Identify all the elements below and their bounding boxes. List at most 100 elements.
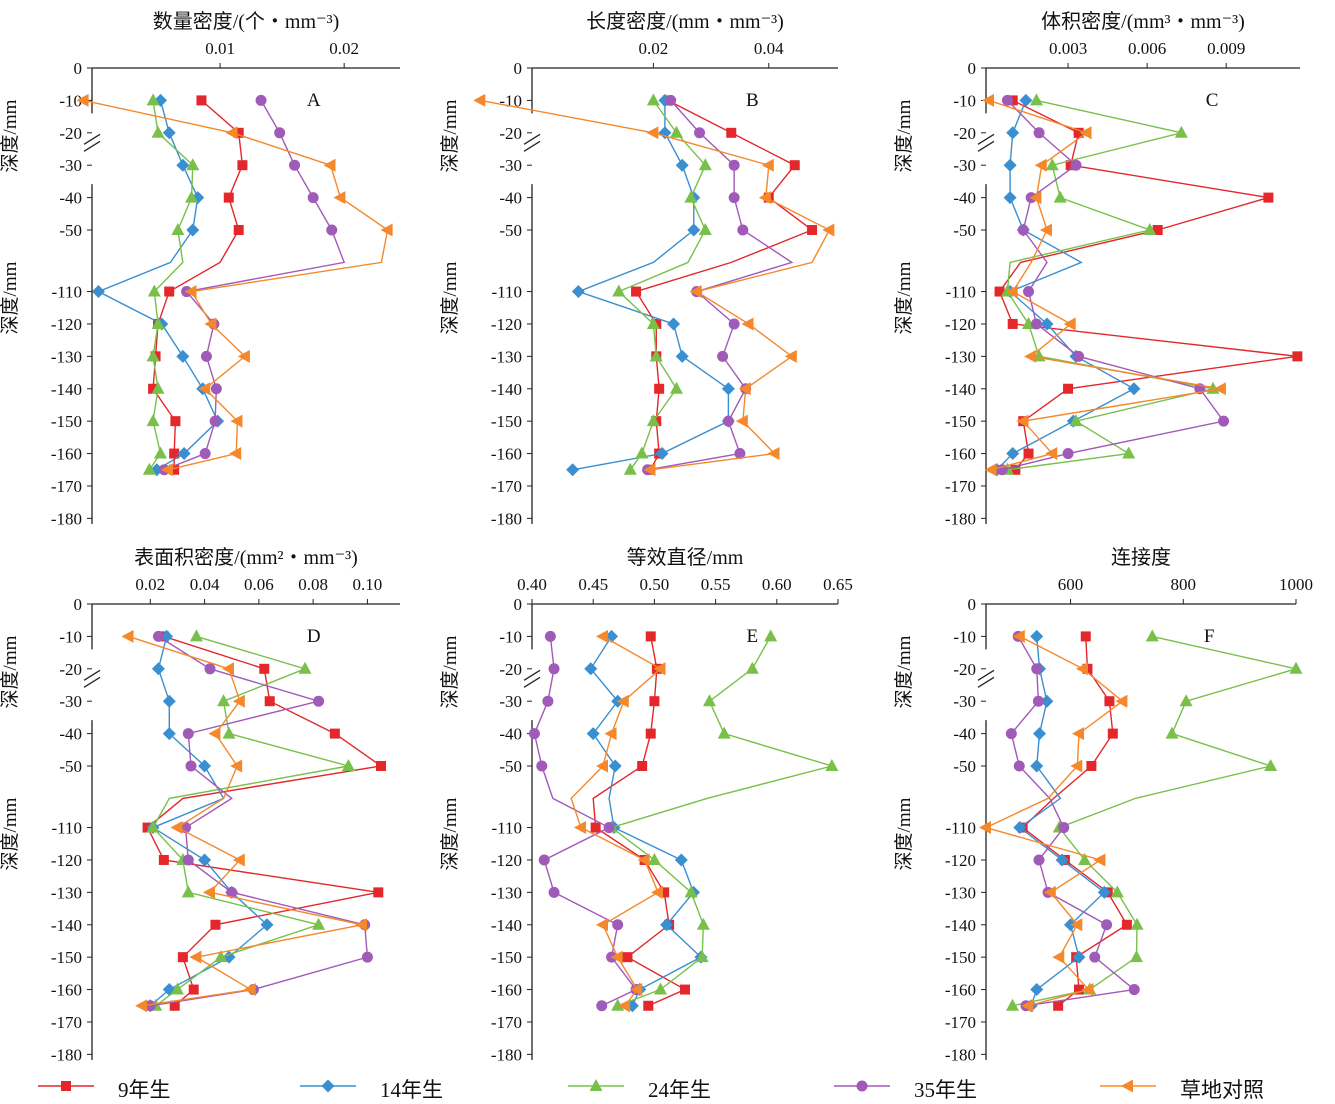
data-point-35yr xyxy=(538,854,550,866)
axis-break-mark xyxy=(523,140,541,152)
data-point-24yr xyxy=(151,381,165,394)
data-point-grass xyxy=(822,223,835,237)
depth-tick-label: 0 xyxy=(968,595,977,614)
data-point-9yr xyxy=(1010,464,1021,475)
data-point-grass xyxy=(355,918,367,932)
data-point-24yr xyxy=(635,446,649,459)
data-point-24yr xyxy=(185,190,199,203)
data-point-9yr xyxy=(680,984,690,995)
series-line-35yr xyxy=(163,100,346,471)
data-point-35yr xyxy=(274,127,286,139)
data-point-14yr xyxy=(1003,191,1017,205)
data-point-grass xyxy=(643,463,656,477)
depth-tick-label: -10 xyxy=(59,627,82,646)
data-point-35yr xyxy=(182,854,194,866)
depth-tick-label: -170 xyxy=(51,1013,82,1032)
value-tick-label: 0.40 xyxy=(517,575,547,594)
data-point-9yr xyxy=(1086,761,1097,771)
data-point-24yr xyxy=(1145,629,1159,642)
depth-axis-label: 深度/mm xyxy=(439,261,461,334)
data-point-grass xyxy=(1093,853,1106,867)
data-point-9yr xyxy=(169,448,180,459)
depth-tick-label: -10 xyxy=(953,91,976,110)
data-point-grass xyxy=(1072,727,1084,741)
depth-tick-label: -30 xyxy=(59,156,82,175)
data-point-24yr xyxy=(171,223,185,235)
data-point-14yr xyxy=(674,853,688,867)
data-point-35yr xyxy=(361,951,373,963)
data-point-9yr xyxy=(654,383,665,394)
data-point-14yr xyxy=(1033,727,1047,741)
data-point-grass xyxy=(758,191,771,205)
data-point-35yr xyxy=(596,1000,608,1012)
data-point-24yr xyxy=(702,694,716,707)
data-point-24yr xyxy=(217,694,231,707)
data-point-grass xyxy=(573,821,586,835)
data-point-grass xyxy=(637,853,650,867)
series-line-24yr xyxy=(617,99,707,471)
data-point-24yr xyxy=(649,349,663,362)
data-point-9yr xyxy=(196,95,207,106)
depth-tick-label: -50 xyxy=(59,757,82,776)
data-point-grass xyxy=(333,191,346,205)
data-point-9yr xyxy=(1080,631,1091,642)
data-point-9yr xyxy=(158,854,169,865)
data-point-14yr xyxy=(1030,629,1044,643)
depth-axis-label: 深度/mm xyxy=(893,99,915,172)
legend-marker-square xyxy=(38,1081,94,1091)
depth-tick-label: -50 xyxy=(953,757,976,776)
data-point-9yr xyxy=(649,696,660,707)
legend-marker-tri-left xyxy=(1100,1079,1156,1093)
value-tick-label: 0.04 xyxy=(190,575,220,594)
series-line-35yr xyxy=(150,635,369,1007)
depth-axis-label: 深度/mm xyxy=(0,99,21,172)
data-point-14yr xyxy=(1040,317,1054,331)
data-point-14yr xyxy=(571,285,585,299)
depth-axis-label: 深度/mm xyxy=(893,635,915,708)
data-point-24yr xyxy=(611,998,625,1011)
data-point-35yr xyxy=(326,224,338,236)
data-point-35yr xyxy=(1128,984,1140,996)
data-point-14yr xyxy=(586,727,600,741)
depth-tick-label: -40 xyxy=(499,189,522,208)
depth-tick-label: -20 xyxy=(953,660,976,679)
data-point-grass xyxy=(380,223,393,237)
data-point-grass xyxy=(1081,983,1094,997)
data-point-grass xyxy=(1213,382,1226,396)
depth-tick-label: -170 xyxy=(945,477,976,496)
legend-marker xyxy=(61,1081,71,1091)
series-line-24yr xyxy=(1012,635,1299,1007)
value-tick-label: 0.08 xyxy=(298,575,328,594)
data-point-9yr xyxy=(169,464,180,475)
data-point-9yr xyxy=(1073,127,1084,138)
data-point-35yr xyxy=(1023,286,1035,298)
data-point-grass xyxy=(189,950,202,964)
data-point-9yr xyxy=(264,696,275,707)
data-point-9yr xyxy=(726,127,737,138)
legend-label-9yr: 9年生 xyxy=(118,1078,171,1102)
depth-tick-label: -140 xyxy=(51,916,82,935)
depth-tick-label: -140 xyxy=(491,916,522,935)
data-point-grass xyxy=(738,382,751,396)
panel-d: 0 -10 -20 -30 -40 -50 -110 -120 -130 -140 -150 -160… xyxy=(0,546,400,1064)
data-point-35yr xyxy=(694,127,706,139)
depth-tick-label: -30 xyxy=(953,156,976,175)
panel-title: 长度密度/(mm・mm⁻³) xyxy=(586,10,784,33)
panel-letter: B xyxy=(746,90,759,111)
data-point-24yr xyxy=(623,462,637,475)
legend-label-14yr: 14年生 xyxy=(380,1078,443,1102)
series-line-grass xyxy=(984,635,1124,1007)
panel-e: 0 -10 -20 -30 -40 -50 -110 -120 -130 -140 -150 -160… xyxy=(439,546,853,1064)
data-point-24yr xyxy=(698,158,712,171)
data-point-grass xyxy=(1024,349,1037,363)
data-point-35yr xyxy=(1033,854,1045,866)
depth-tick-label: -160 xyxy=(51,445,82,464)
data-point-35yr xyxy=(603,822,615,834)
data-point-24yr xyxy=(1053,190,1067,203)
data-point-14yr xyxy=(675,158,689,172)
data-point-35yr xyxy=(1089,951,1101,963)
data-point-24yr xyxy=(1129,950,1143,963)
data-point-24yr xyxy=(1165,726,1179,739)
data-point-35yr xyxy=(548,886,560,898)
data-point-24yr xyxy=(1179,694,1193,707)
